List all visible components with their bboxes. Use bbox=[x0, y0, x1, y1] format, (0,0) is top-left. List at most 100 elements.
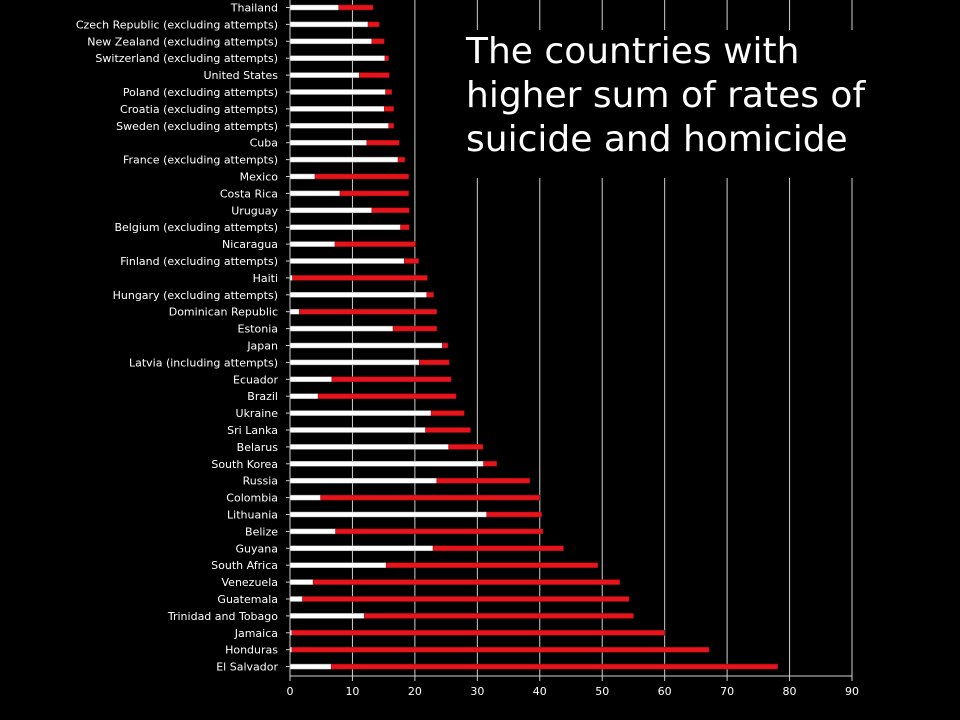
bar-suicide bbox=[289, 663, 332, 670]
x-tick-label: 20 bbox=[408, 685, 422, 698]
bar-suicide bbox=[289, 427, 426, 433]
bar-suicide bbox=[289, 308, 300, 315]
y-tick-label: Lithuania bbox=[227, 509, 278, 522]
y-tick-label: Switzerland (excluding attempts) bbox=[95, 52, 278, 65]
bar-homicide bbox=[320, 494, 541, 501]
x-tick-label: 60 bbox=[658, 685, 672, 698]
bar-suicide bbox=[289, 511, 487, 518]
y-tick-label: New Zealand (excluding attempts) bbox=[87, 35, 278, 48]
bar-suicide bbox=[289, 275, 293, 281]
bar-homicide bbox=[330, 663, 778, 670]
x-tick-label: 0 bbox=[287, 685, 294, 698]
bar-homicide bbox=[400, 224, 410, 230]
bar-homicide bbox=[371, 38, 385, 45]
bar-suicide bbox=[289, 241, 336, 247]
y-tick-label: Hungary (excluding attempts) bbox=[113, 289, 278, 302]
bar-suicide bbox=[289, 173, 316, 180]
y-tick-label: El Salvador bbox=[216, 661, 278, 674]
bar-suicide bbox=[289, 106, 385, 112]
y-tick-label: Finland (excluding attempts) bbox=[120, 255, 278, 268]
bar-homicide bbox=[483, 461, 497, 467]
y-tick-label: Japan bbox=[246, 340, 278, 353]
bar-suicide bbox=[289, 528, 336, 535]
bar-homicide bbox=[486, 511, 542, 518]
bar-homicide bbox=[371, 207, 410, 214]
bar-suicide bbox=[289, 292, 428, 298]
bar-suicide bbox=[289, 494, 321, 501]
y-tick-label: Belize bbox=[245, 525, 278, 538]
bar-suicide bbox=[289, 613, 365, 619]
bar-suicide bbox=[289, 376, 333, 383]
x-tick-label: 80 bbox=[783, 685, 797, 698]
y-tick-label: Belarus bbox=[237, 441, 279, 454]
bar-homicide bbox=[426, 292, 434, 298]
bar-homicide bbox=[430, 410, 465, 416]
bar-suicide bbox=[289, 461, 484, 467]
x-tick-label: 30 bbox=[470, 685, 484, 698]
bar-suicide bbox=[289, 646, 293, 653]
y-tick-label: France (excluding attempts) bbox=[123, 154, 278, 167]
bar-suicide bbox=[289, 258, 405, 264]
y-tick-label: Haiti bbox=[253, 272, 278, 285]
bar-homicide bbox=[442, 342, 449, 349]
bar-suicide bbox=[289, 190, 341, 197]
y-tick-label: Russia bbox=[243, 475, 278, 488]
bar-suicide bbox=[289, 55, 386, 61]
x-tick-label: 50 bbox=[595, 685, 609, 698]
bar-homicide bbox=[334, 241, 416, 247]
bar-homicide bbox=[338, 4, 374, 11]
y-tick-label: Cuba bbox=[250, 137, 278, 150]
bar-suicide bbox=[289, 89, 386, 95]
y-tick-label: Ukraine bbox=[236, 407, 279, 420]
y-tick-label: Belgium (excluding attempts) bbox=[114, 221, 278, 234]
bar-homicide bbox=[384, 55, 389, 61]
bar-homicide bbox=[364, 613, 634, 619]
bar-suicide bbox=[289, 410, 432, 416]
bar-suicide bbox=[289, 630, 293, 636]
bar-homicide bbox=[314, 173, 409, 180]
bar-homicide bbox=[397, 156, 406, 163]
y-tick-label: Thailand bbox=[230, 2, 278, 15]
bar-homicide bbox=[425, 427, 471, 433]
bar-homicide bbox=[385, 562, 599, 568]
y-tick-label: Czech Republic (excluding attempts) bbox=[76, 18, 278, 31]
bar-suicide bbox=[289, 562, 387, 568]
bar-suicide bbox=[289, 38, 373, 45]
y-tick-label: Trinidad and Tobago bbox=[167, 610, 278, 623]
bar-homicide bbox=[436, 477, 531, 484]
bar-homicide bbox=[392, 325, 437, 332]
bar-suicide bbox=[289, 139, 368, 146]
bar-suicide bbox=[289, 123, 389, 129]
bar-homicide bbox=[385, 89, 393, 95]
x-tick-label: 40 bbox=[533, 685, 547, 698]
bar-suicide bbox=[289, 579, 314, 585]
bar-suicide bbox=[289, 342, 443, 349]
y-tick-label: Croatia (excluding attempts) bbox=[120, 103, 278, 116]
bar-homicide bbox=[339, 190, 409, 197]
bar-homicide bbox=[312, 579, 620, 585]
chart-title: The countries with higher sum of rates o… bbox=[466, 30, 946, 178]
y-tick-label: Ecuador bbox=[233, 373, 278, 386]
y-tick-label: Dominican Republic bbox=[169, 306, 278, 319]
y-tick-label: Brazil bbox=[247, 390, 278, 403]
y-tick-label: Costa Rica bbox=[220, 187, 278, 200]
chart-title-line-1: The countries with bbox=[466, 31, 800, 72]
bar-suicide bbox=[289, 325, 394, 332]
y-tick-label: Colombia bbox=[226, 492, 278, 505]
bar-homicide bbox=[299, 308, 437, 315]
y-tick-label: Mexico bbox=[240, 171, 279, 184]
y-tick-label: Guyana bbox=[236, 542, 278, 555]
bar-homicide bbox=[331, 376, 452, 383]
x-tick-label: 90 bbox=[845, 685, 859, 698]
bar-suicide bbox=[289, 444, 449, 450]
y-tick-label: Guatemala bbox=[217, 593, 278, 606]
y-tick-label: United States bbox=[204, 69, 279, 82]
x-tick-label: 70 bbox=[720, 685, 734, 698]
bar-homicide bbox=[448, 444, 484, 450]
y-tick-label: South Korea bbox=[211, 458, 278, 471]
bar-suicide bbox=[289, 4, 339, 11]
bar-suicide bbox=[289, 596, 303, 602]
bar-homicide bbox=[404, 258, 419, 264]
y-tick-label: Nicaragua bbox=[222, 238, 278, 251]
bar-homicide bbox=[291, 630, 665, 636]
